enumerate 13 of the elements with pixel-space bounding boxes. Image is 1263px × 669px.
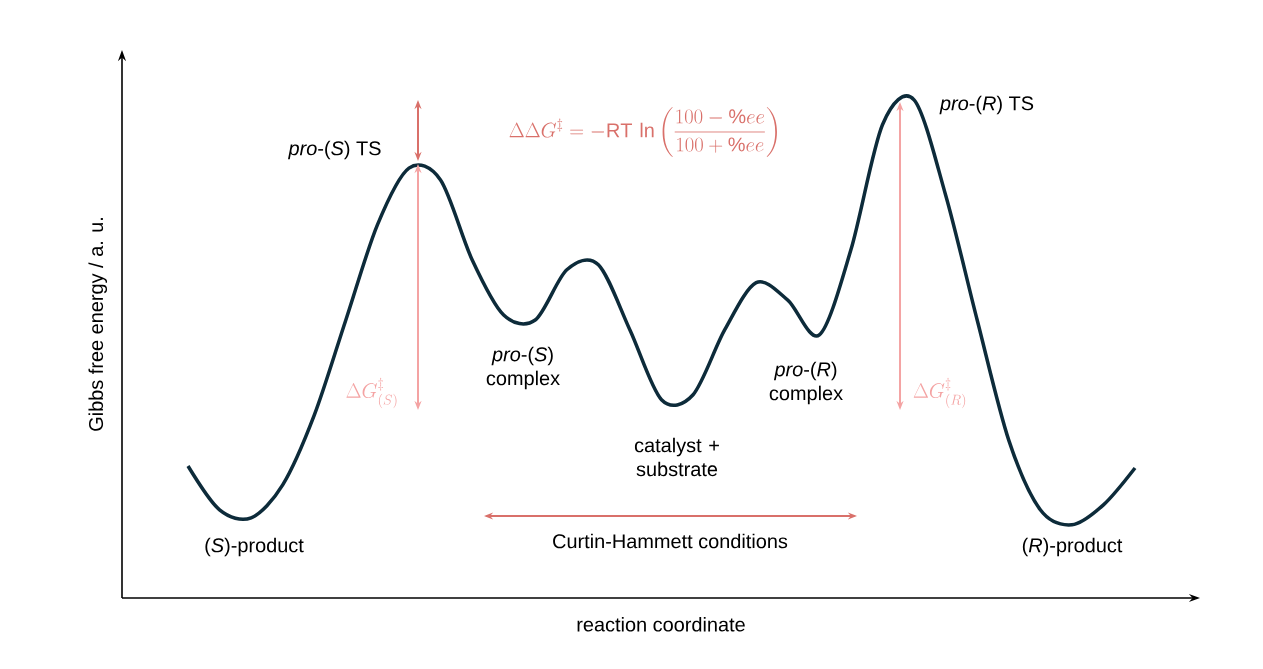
annotation: Curtin-Hammett conditions: [553, 533, 788, 549]
annotation: $\Delta G^{\ddagger}_{(S)}$: [346, 377, 397, 409]
annotation: pro-(S) TS: [288, 140, 381, 160]
annotation: catalyst + substrate: [634, 437, 719, 477]
x-axis-title: reaction coordinate: [577, 616, 745, 632]
annotation: (S)-product: [205, 537, 304, 557]
annotation: pro-(R) TS: [939, 95, 1034, 115]
annotation: pro-(S) complex: [486, 346, 560, 390]
annotation: $\Delta\Delta G^{\ddagger} = -\mathrm{RT}\,\ln\left(\frac{100-\%ee}{100+\%ee}\right)$: [509, 107, 777, 157]
annotation: (R)-product: [1022, 537, 1123, 557]
y-axis-title: Gibbs free energy / a. u.: [88, 218, 108, 431]
annotation: pro-(R) complex: [769, 361, 843, 405]
annotation: $\Delta G^{\ddagger}_{(R)}$: [913, 377, 966, 409]
